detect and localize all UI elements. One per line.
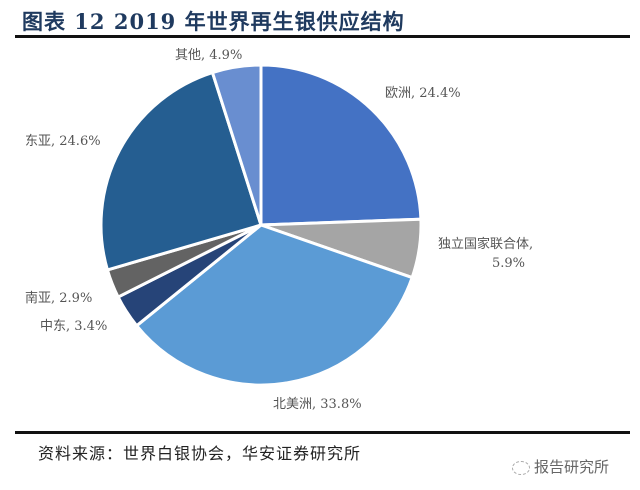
label-other: 其他, 4.9% <box>175 48 243 63</box>
label-east-asia: 东亚, 24.6% <box>25 134 101 149</box>
footer-divider <box>15 431 630 434</box>
watermark-text: 报告研究所 <box>534 458 610 476</box>
label-south-asia: 南亚, 2.9% <box>25 291 93 306</box>
label-cis-value: 5.9% <box>492 256 526 271</box>
pie-slice <box>99 70 263 272</box>
wechat-icon <box>512 460 530 475</box>
pie-slice <box>259 63 423 227</box>
label-north-america: 北美洲, 33.8% <box>273 397 362 412</box>
watermark: 报告研究所 <box>512 456 609 477</box>
label-middle-east: 中东, 3.4% <box>40 319 108 334</box>
pie-slice <box>134 223 415 387</box>
source-note: 资料来源：世界白银协会，华安证券研究所 <box>38 444 362 463</box>
pie-slice <box>210 63 263 226</box>
pie-chart <box>99 63 423 387</box>
label-cis: 独立国家联合体, <box>438 237 534 252</box>
chart-title: 图表 12 2019 年世界再生银供应结构 <box>22 9 405 34</box>
label-europe: 欧洲, 24.4% <box>385 86 461 101</box>
title-divider <box>15 35 630 38</box>
